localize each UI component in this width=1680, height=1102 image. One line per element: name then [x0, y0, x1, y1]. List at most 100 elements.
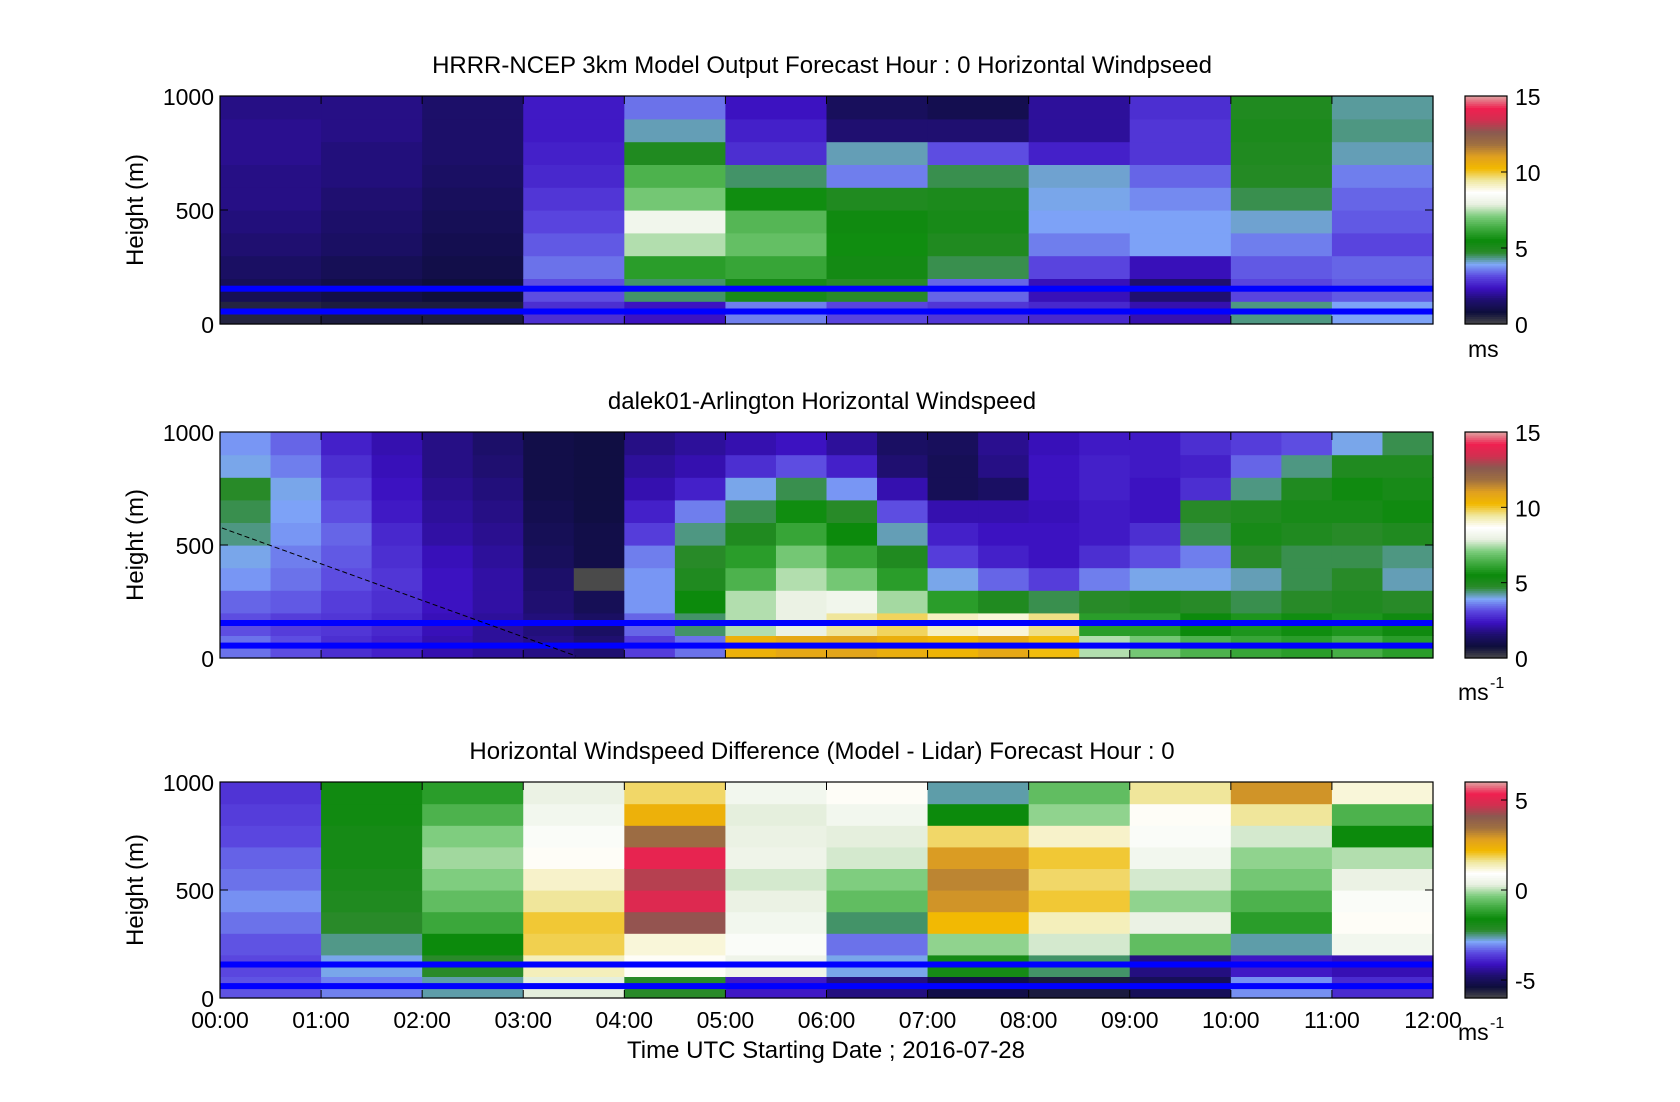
- heatmap-cell: [978, 567, 1030, 591]
- colorbar-frame: [1464, 781, 1508, 999]
- colorbar-segment: [1465, 497, 1507, 501]
- heatmap-cell: [674, 567, 727, 591]
- heatmap-cell: [523, 846, 625, 869]
- heatmap-cell: [826, 454, 878, 478]
- heatmap-cell: [624, 590, 676, 614]
- heatmap-cell: [624, 825, 727, 848]
- heatmap-cell: [1331, 96, 1434, 120]
- heatmap-cell: [1129, 522, 1181, 546]
- heatmap-cell: [1331, 210, 1434, 234]
- heatmap-cell: [523, 933, 625, 956]
- heatmap-cell: [321, 210, 423, 234]
- heatmap-cell: [220, 255, 322, 279]
- heatmap-cell: [1028, 255, 1131, 279]
- colorbar-segment: [1465, 488, 1507, 491]
- colorbar-segment: [1465, 482, 1507, 486]
- colorbar-segment: [1465, 938, 1507, 941]
- colorbar-segment: [1465, 477, 1507, 480]
- heatmap-cell: [624, 477, 676, 501]
- heatmap-cell: [1079, 477, 1131, 501]
- colorbar-segment: [1465, 270, 1507, 274]
- heatmap-cell: [927, 432, 979, 456]
- colorbar-segment: [1465, 539, 1507, 542]
- colorbar-segment: [1465, 289, 1507, 293]
- heatmap-cell: [422, 187, 524, 211]
- heatmap-cell: [422, 803, 524, 826]
- heatmap-cell: [674, 499, 727, 523]
- colorbar-segment: [1465, 893, 1507, 896]
- colorbar-segment: [1465, 267, 1507, 270]
- heatmap-cell: [826, 545, 878, 569]
- heatmap-cell: [978, 545, 1030, 569]
- heatmap-cell: [422, 890, 524, 913]
- heatmap-cell: [1382, 454, 1434, 478]
- colorbar-segment: [1465, 238, 1507, 241]
- heatmap-cell: [978, 522, 1030, 546]
- heatmap-cell: [927, 499, 979, 523]
- heatmap-cell: [220, 890, 322, 913]
- colorbar-segment: [1465, 299, 1507, 302]
- colorbar-segment: [1465, 642, 1507, 646]
- heatmap-cell: [826, 933, 929, 956]
- colorbar-segment: [1465, 145, 1507, 148]
- colorbar-segment: [1465, 929, 1507, 932]
- colorbar-segment: [1465, 217, 1507, 221]
- colorbar-segment: [1465, 548, 1507, 552]
- reference-line: [220, 983, 1433, 990]
- colorbar-segment: [1465, 97, 1507, 101]
- heatmap-cell: [927, 141, 1030, 165]
- heatmap-cell: [523, 499, 575, 523]
- colorbar-segment: [1465, 494, 1507, 497]
- colorbar-segment: [1465, 213, 1507, 217]
- colorbar-segment: [1465, 881, 1507, 884]
- heatmap-cell: [321, 118, 423, 143]
- heatmap-cell: [1129, 590, 1181, 614]
- colorbar-segment: [1465, 814, 1507, 817]
- heatmap-cell: [1281, 499, 1333, 523]
- heatmap-cell: [725, 825, 828, 848]
- colorbar-segment: [1465, 234, 1507, 238]
- heatmap-cell: [321, 545, 373, 569]
- x-ticks: [219, 782, 1434, 998]
- colorbar-segment: [1465, 801, 1507, 805]
- heatmap-cell: [1331, 499, 1384, 523]
- heatmap-cell: [220, 454, 272, 478]
- heatmap-cell: [220, 590, 272, 614]
- colorbar-tick-label: -5: [1515, 968, 1535, 994]
- colorbar-segment: [1465, 823, 1507, 826]
- heatmap-cell: [927, 477, 979, 501]
- x-tick-labels: 00:00 01:00 02:00 03:00 04:00 05:00 06:00 07:00…: [191, 1007, 1462, 1033]
- colorbar-unit-exponent: -1: [1490, 675, 1504, 692]
- heatmap-cell: [472, 432, 524, 456]
- heatmap-cell: [1180, 545, 1232, 569]
- colorbar-segment: [1465, 439, 1507, 443]
- colorbar-segment: [1465, 435, 1507, 439]
- heatmap-cell: [725, 545, 777, 569]
- colorbar-segment: [1465, 261, 1507, 264]
- colorbar-segment: [1465, 610, 1507, 614]
- colorbar-segment: [1465, 839, 1507, 842]
- colorbar-segment: [1465, 909, 1507, 913]
- heatmap-cell: [422, 210, 524, 234]
- colorbar-segment: [1465, 448, 1507, 452]
- colorbar-segment: [1465, 528, 1507, 531]
- heatmap-cell: [927, 846, 1030, 869]
- heatmap-cell: [1230, 210, 1333, 234]
- colorbar-unit: ms: [1468, 336, 1499, 362]
- heatmap-cell: [826, 96, 929, 120]
- heatmap-cell: [1331, 590, 1384, 614]
- colorbar-segment: [1465, 588, 1507, 591]
- colorbar-tick-label: 0: [1515, 312, 1528, 338]
- heatmap-cell: [927, 890, 1030, 913]
- colorbar-segment: [1465, 573, 1507, 576]
- heatmap-cell: [826, 868, 929, 891]
- heatmap-cell: [1180, 454, 1232, 478]
- colorbar-segment: [1465, 812, 1507, 815]
- colorbar-segment: [1465, 149, 1507, 152]
- x-ticks: [219, 432, 1434, 658]
- heatmap-cell: [927, 96, 1030, 120]
- colorbar-segment: [1465, 656, 1507, 659]
- heatmap-cell: [826, 232, 929, 257]
- colorbar-segment: [1465, 639, 1507, 642]
- heatmap-cell: [1382, 522, 1434, 546]
